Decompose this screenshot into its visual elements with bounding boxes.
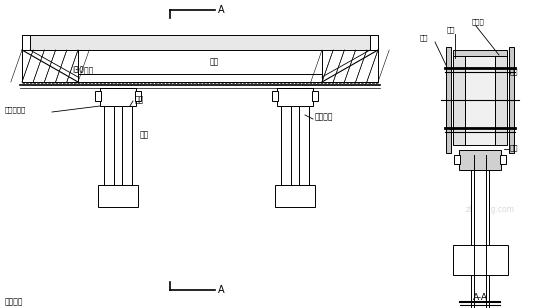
Bar: [453, 50, 507, 56]
Bar: [277, 88, 313, 106]
Bar: [78, 74, 322, 82]
Bar: [471, 155, 489, 308]
Text: zhulong.com: zhulong.com: [466, 205, 515, 214]
Bar: [272, 91, 278, 101]
Bar: [500, 155, 506, 164]
Text: 墩柱: 墩柱: [140, 131, 149, 140]
Text: 立带: 立带: [420, 35, 428, 41]
Text: 横梁支撑: 横梁支撑: [315, 112, 334, 121]
Bar: [446, 47, 451, 153]
Bar: [312, 91, 318, 101]
Bar: [98, 185, 138, 207]
Bar: [104, 106, 114, 185]
Bar: [275, 185, 315, 207]
Text: 抱箍: 抱箍: [135, 95, 144, 104]
Bar: [22, 50, 78, 82]
Bar: [22, 35, 378, 50]
Bar: [299, 106, 309, 185]
Bar: [459, 150, 501, 170]
Bar: [95, 91, 101, 101]
Bar: [509, 47, 514, 153]
Bar: [370, 35, 378, 50]
Text: 预埋防滑销: 预埋防滑销: [5, 107, 26, 113]
Bar: [122, 106, 132, 185]
Text: 对拉杆: 对拉杆: [472, 19, 485, 25]
Bar: [453, 55, 465, 145]
Bar: [465, 55, 495, 145]
Text: A: A: [218, 5, 224, 15]
Text: A: A: [218, 285, 224, 295]
Text: 横带: 横带: [510, 69, 519, 75]
Text: 侧模: 侧模: [447, 27, 456, 33]
Bar: [454, 155, 460, 164]
Bar: [281, 106, 291, 185]
Bar: [22, 35, 30, 50]
Bar: [100, 88, 136, 106]
Text: A-A: A-A: [472, 294, 487, 302]
Text: 底模: 底模: [210, 58, 219, 67]
Bar: [322, 50, 378, 82]
Text: I30托梁: I30托梁: [72, 66, 93, 75]
Text: 抱箍: 抱箍: [510, 145, 519, 151]
Bar: [453, 245, 508, 275]
Text: 注意事项: 注意事项: [5, 298, 23, 306]
Bar: [495, 55, 507, 145]
Bar: [135, 91, 141, 101]
